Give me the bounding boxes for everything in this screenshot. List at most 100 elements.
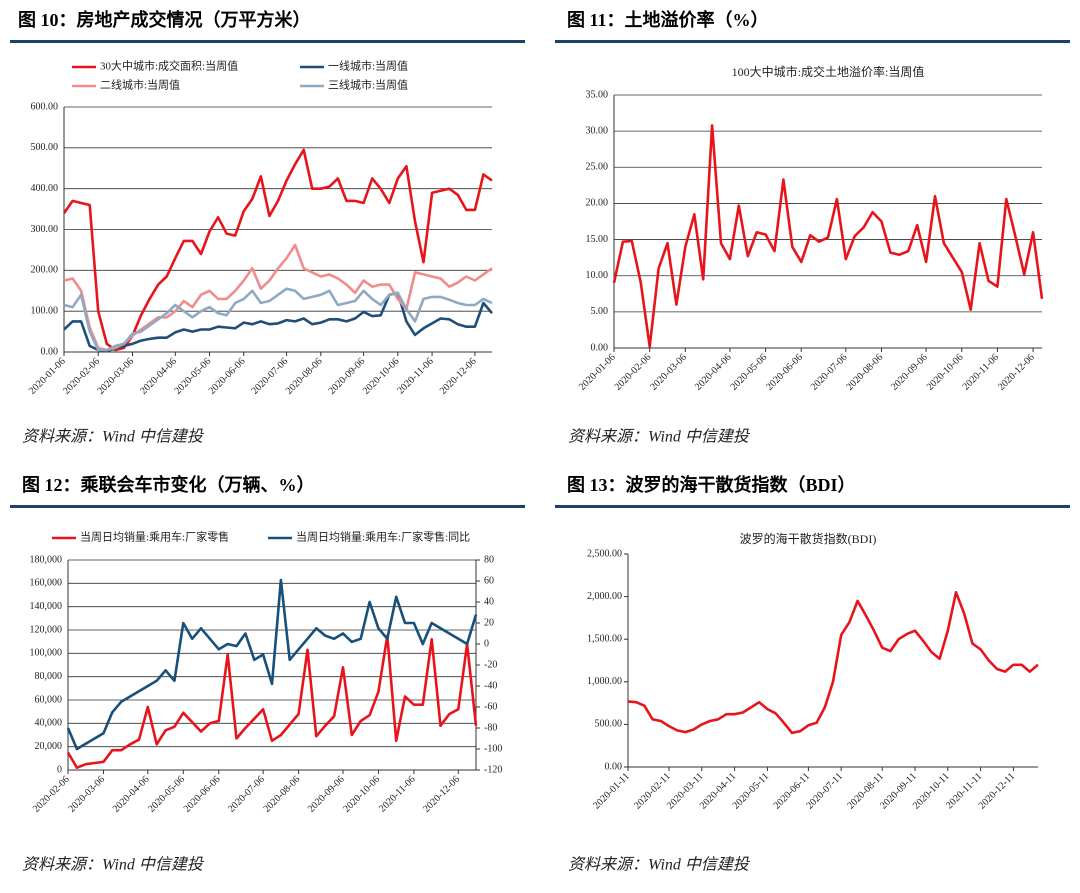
- series-line: [627, 591, 1039, 735]
- x-tick-label: 2020-05-06: [729, 352, 770, 393]
- x-tick-label: 2020-06-06: [764, 352, 805, 393]
- y-tick-label: 5.00: [591, 306, 609, 317]
- y-tick-label: 400.00: [31, 183, 59, 194]
- legend-label: 一线城市:当周值: [328, 59, 408, 73]
- y2-tick-label: -100: [484, 743, 502, 754]
- legend-label: 二线城市:当周值: [100, 78, 180, 92]
- x-tick-label: 2020-03-06: [95, 356, 136, 397]
- x-tick-label: 2020-11-06: [395, 356, 436, 397]
- y-tick-label: 100.00: [31, 305, 59, 316]
- y-tick-label: 2,500.00: [587, 548, 622, 559]
- y-tick-label: 10.00: [586, 270, 609, 281]
- x-tick-label: 2020-02-06: [31, 774, 72, 815]
- x-tick-label: 2020-08-06: [262, 774, 303, 815]
- panel-title: 图 13：波罗的海干散货指数（BDI）: [567, 474, 856, 495]
- y-tick-label: 100,000: [30, 648, 63, 659]
- source-note: 资料来源：Wind 中信建投: [568, 856, 751, 874]
- y2-tick-label: -80: [484, 722, 497, 733]
- y2-tick-label: -60: [484, 701, 497, 712]
- x-tick-label: 2020-01-11: [591, 771, 632, 812]
- title-rule: [555, 505, 1070, 508]
- x-tick-label: 2020-07-06: [226, 774, 267, 815]
- y2-tick-label: 0: [484, 638, 489, 649]
- x-tick-label: 2020-11-06: [961, 352, 1002, 393]
- y-tick-label: 0.00: [605, 761, 623, 772]
- x-tick-label: 2020-09-06: [306, 774, 347, 815]
- x-tick-label: 2020-10-06: [925, 352, 966, 393]
- y-tick-label: 20.00: [586, 198, 609, 209]
- y2-tick-label: 40: [484, 596, 494, 607]
- y-tick-label: 200.00: [31, 265, 59, 276]
- y2-tick-label: -20: [484, 659, 497, 670]
- x-tick-label: 2020-03-06: [66, 774, 107, 815]
- y-tick-label: 40,000: [35, 718, 63, 729]
- y-tick-label: 1,500.00: [587, 633, 622, 644]
- y-tick-label: 120,000: [30, 624, 63, 635]
- source-note: 资料来源：Wind 中信建投: [22, 428, 205, 446]
- y-tick-label: 80,000: [35, 671, 63, 682]
- panel-title: 图 12：乘联会车市变化（万辆、%）: [22, 474, 315, 495]
- y-tick-label: 30.00: [586, 125, 609, 136]
- y-tick-label: 140,000: [30, 601, 63, 612]
- x-tick-label: 2020-12-11: [977, 771, 1018, 812]
- x-tick-label: 2020-05-11: [731, 771, 772, 812]
- legend-label: 当周日均销量:乘用车:厂家零售:同比: [296, 530, 470, 544]
- x-tick-label: 2020-01-06: [577, 352, 618, 393]
- y-tick-label: 60,000: [35, 694, 63, 705]
- x-tick-label: 2020-07-06: [809, 352, 850, 393]
- x-tick-label: 2020-06-06: [207, 356, 248, 397]
- series-line: [612, 124, 1044, 348]
- y2-tick-label: 60: [484, 575, 494, 586]
- y-tick-label: 2,000.00: [587, 591, 622, 602]
- y2-tick-label: -120: [484, 764, 502, 775]
- y-tick-label: 0: [57, 764, 62, 775]
- chart-subtitle: 波罗的海干散货指数(BDI): [740, 531, 877, 546]
- x-tick-label: 2020-10-06: [361, 356, 402, 397]
- panel-title: 图 10：房地产成交情况（万平方米）: [18, 9, 311, 30]
- y-tick-label: 35.00: [586, 89, 609, 100]
- series-line: [62, 148, 493, 352]
- y2-tick-label: 80: [484, 554, 494, 565]
- y-tick-label: 600.00: [31, 101, 59, 112]
- x-tick-label: 2020-10-06: [341, 774, 382, 815]
- x-tick-label: 2020-08-06: [844, 352, 885, 393]
- legend-label: 30大中城市:成交面积:当周值: [100, 59, 238, 73]
- y-tick-label: 500.00: [595, 719, 623, 730]
- title-rule: [10, 505, 525, 508]
- y-tick-label: 1,000.00: [587, 676, 622, 687]
- x-tick-label: 2020-05-06: [146, 774, 187, 815]
- x-tick-label: 2020-08-06: [284, 356, 325, 397]
- x-tick-label: 2020-07-11: [804, 771, 845, 812]
- series-line: [63, 291, 493, 353]
- x-tick-label: 2020-02-06: [613, 352, 654, 393]
- x-tick-label: 2020-06-06: [182, 774, 223, 815]
- series-line: [66, 578, 478, 751]
- x-tick-label: 2020-04-06: [693, 352, 734, 393]
- legend-label: 三线城市:当周值: [328, 78, 408, 92]
- x-tick-label: 2020-12-06: [996, 352, 1037, 393]
- y2-tick-label: -40: [484, 680, 497, 691]
- title-rule: [10, 40, 525, 43]
- series-line: [63, 287, 493, 352]
- x-tick-label: 2020-12-06: [421, 774, 462, 815]
- panel-title: 图 11：土地溢价率（%）: [567, 9, 769, 30]
- y-tick-label: 300.00: [31, 224, 59, 235]
- y-tick-label: 0.00: [41, 346, 59, 357]
- y-tick-label: 15.00: [586, 234, 609, 245]
- source-note: 资料来源：Wind 中信建投: [22, 856, 205, 874]
- x-tick-label: 2020-12-06: [438, 356, 479, 397]
- y2-tick-label: 20: [484, 617, 494, 628]
- source-note: 资料来源：Wind 中信建投: [568, 428, 751, 446]
- y-tick-label: 180,000: [30, 554, 63, 565]
- x-tick-label: 2020-04-06: [111, 774, 152, 815]
- y-tick-label: 160,000: [30, 578, 63, 589]
- title-rule: [555, 40, 1070, 43]
- y-tick-label: 25.00: [586, 162, 609, 173]
- series-line: [66, 634, 478, 769]
- x-tick-label: 2020-11-06: [377, 774, 418, 815]
- x-tick-label: 2020-03-06: [648, 352, 689, 393]
- legend-label: 当周日均销量:乘用车:厂家零售: [80, 530, 229, 544]
- x-tick-label: 2020-09-06: [889, 352, 930, 393]
